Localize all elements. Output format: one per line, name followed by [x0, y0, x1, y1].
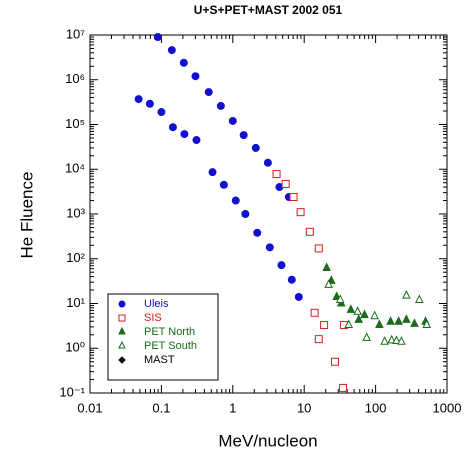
- point: [296, 208, 305, 217]
- legend-label: Uleis: [144, 298, 169, 310]
- x-tick-label: 0.1: [152, 400, 170, 415]
- point: [167, 46, 176, 55]
- point: [239, 131, 248, 140]
- point: [192, 136, 201, 145]
- legend-label: PET North: [144, 326, 195, 338]
- point: [415, 294, 424, 303]
- point: [272, 170, 281, 179]
- point: [375, 319, 384, 329]
- point: [241, 210, 250, 218]
- point: [335, 294, 345, 303]
- point: [134, 95, 143, 104]
- point: [332, 291, 341, 300]
- y-tick-label: 10⁰: [65, 340, 85, 355]
- point: [314, 244, 323, 253]
- point: [251, 143, 260, 152]
- point: [322, 262, 331, 272]
- point: [157, 108, 166, 117]
- point: [402, 314, 411, 323]
- point: [310, 308, 319, 317]
- point: [380, 336, 389, 345]
- point: [145, 99, 154, 108]
- legend-marker: [118, 356, 126, 364]
- point: [265, 243, 274, 252]
- x-tick-label: 0.01: [77, 400, 102, 415]
- point: [397, 336, 406, 345]
- x-tick-label: 10: [297, 400, 311, 415]
- point: [228, 116, 237, 125]
- x-tick-label: 1: [229, 400, 236, 415]
- point: [204, 88, 213, 97]
- point: [362, 332, 371, 341]
- point: [219, 180, 228, 189]
- point: [281, 179, 290, 188]
- point: [180, 130, 189, 139]
- y-tick-label: 10⁻¹: [59, 384, 85, 399]
- chart-title: U+S+PET+MAST 2002 051: [194, 3, 343, 17]
- point: [287, 275, 296, 284]
- legend-label: MAST: [144, 354, 175, 366]
- point: [168, 123, 177, 132]
- point: [294, 292, 303, 301]
- point: [216, 101, 225, 110]
- legend-marker: [118, 300, 126, 308]
- x-axis-label: MeV/nucleon: [218, 431, 317, 450]
- point: [346, 304, 356, 313]
- y-tick-label: 10⁶: [65, 71, 85, 86]
- point: [392, 335, 401, 345]
- y-tick-label: 10²: [66, 250, 85, 265]
- point: [305, 227, 314, 236]
- point: [410, 318, 419, 327]
- x-tick-label: 100: [365, 400, 387, 415]
- point: [354, 314, 364, 323]
- point: [179, 58, 188, 67]
- y-tick-label: 10⁴: [65, 161, 85, 176]
- point: [208, 168, 217, 177]
- legend-marker: [118, 314, 126, 322]
- y-tick-label: 10¹: [66, 295, 85, 310]
- y-axis-label: He Fluence: [17, 172, 36, 259]
- point: [253, 228, 262, 237]
- point: [402, 290, 411, 299]
- point: [314, 335, 323, 344]
- point: [386, 316, 395, 325]
- point: [289, 192, 298, 201]
- y-tick-label: 10³: [66, 205, 85, 220]
- legend-marker: [118, 326, 126, 335]
- point: [339, 383, 348, 392]
- point: [353, 306, 362, 315]
- point: [370, 310, 379, 320]
- legend-label: PET South: [144, 340, 197, 352]
- point: [422, 319, 432, 329]
- point: [387, 334, 396, 344]
- point: [344, 319, 354, 329]
- point: [320, 321, 329, 330]
- point: [330, 357, 339, 366]
- x-tick-label: 1000: [433, 400, 462, 415]
- y-tick-label: 10⁵: [65, 116, 85, 131]
- legend-marker: [118, 340, 126, 349]
- legend-label: SIS: [144, 312, 162, 324]
- point: [324, 279, 333, 288]
- point: [153, 33, 162, 42]
- point: [191, 72, 200, 81]
- point: [277, 261, 286, 270]
- point: [360, 309, 369, 319]
- legend-box: [107, 293, 219, 381]
- point: [263, 158, 272, 167]
- point: [231, 196, 240, 205]
- point: [394, 316, 403, 325]
- y-tick-label: 10⁷: [66, 26, 85, 41]
